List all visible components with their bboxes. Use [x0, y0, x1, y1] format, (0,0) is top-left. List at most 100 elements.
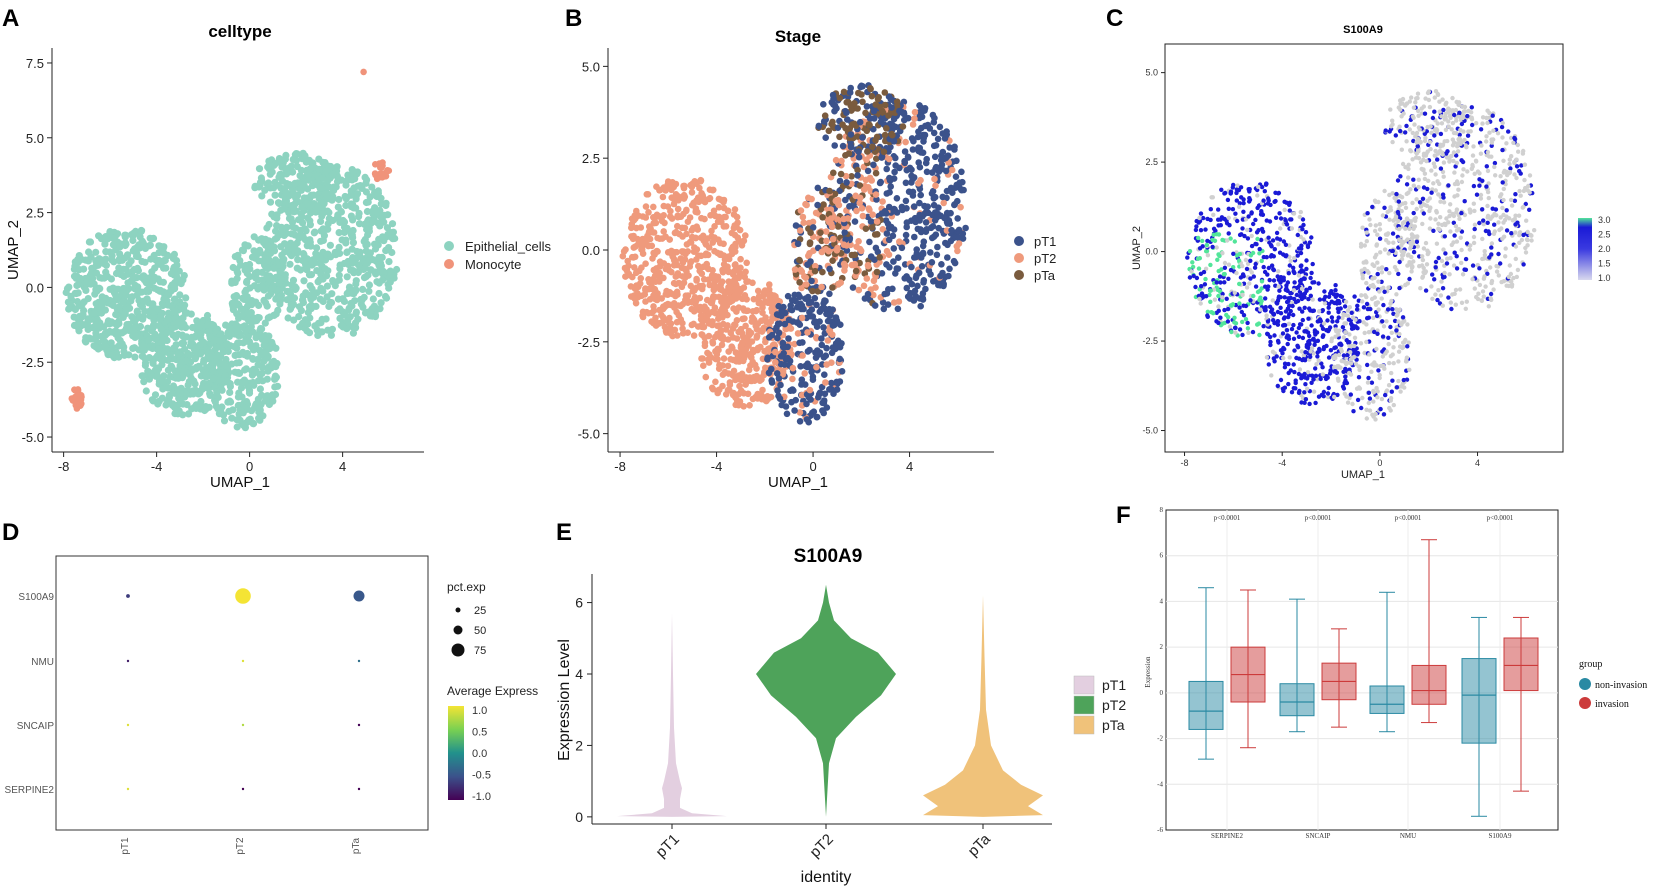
point-pt2 [656, 213, 663, 220]
point-pt2 [729, 297, 736, 305]
point-pt2 [722, 223, 730, 230]
point-pt2 [668, 268, 675, 276]
point-mid-expression [1300, 227, 1305, 232]
point-mid-expression [1216, 223, 1221, 228]
point-mid-expression [1274, 300, 1279, 305]
point-epithelial [211, 398, 219, 406]
point-mid-expression [1228, 190, 1234, 196]
point-epithelial [147, 326, 155, 334]
point-pt2 [699, 318, 706, 325]
point-pta [819, 268, 826, 276]
point-pt2 [739, 315, 746, 323]
point-pt2 [651, 251, 658, 258]
point-pt2 [759, 326, 767, 334]
point-epithelial [257, 332, 266, 340]
point-epithelial [258, 283, 266, 291]
point-epithelial [121, 231, 129, 239]
point-epithelial [335, 271, 343, 279]
point-mid-expression [1328, 348, 1334, 353]
point-epithelial [343, 273, 351, 281]
point-mid-expression [1294, 330, 1299, 335]
point-pt2 [743, 278, 750, 286]
point-epithelial [300, 251, 308, 259]
point-mid-expression [1210, 244, 1215, 250]
point-pt1 [764, 354, 771, 362]
point-mid-expression [1198, 271, 1204, 276]
point-pt2 [856, 245, 864, 253]
point-epithelial [230, 343, 238, 351]
panel-a-letter: A [2, 5, 19, 32]
point-pt2 [753, 365, 760, 372]
point-low-expression [1243, 257, 1249, 263]
point-pt2 [644, 191, 652, 198]
point-epithelial [326, 298, 334, 307]
point-pt2 [682, 296, 689, 304]
point-epithelial [244, 309, 252, 317]
point-pta [868, 224, 876, 231]
point-epithelial [101, 342, 109, 350]
point-epithelial [151, 284, 159, 292]
point-pta [881, 89, 889, 96]
point-pt1 [955, 226, 963, 234]
point-mid-expression [1287, 263, 1293, 268]
point-pt1 [798, 376, 806, 384]
point-pt1 [919, 290, 927, 297]
point-low-expression [1246, 330, 1251, 335]
point-mid-expression [1185, 255, 1190, 260]
point-pt1 [855, 148, 862, 155]
point-epithelial [275, 279, 283, 287]
point-epithelial [239, 409, 247, 417]
point-pt1 [911, 233, 918, 241]
point-epithelial [200, 338, 208, 347]
point-pt1 [813, 323, 821, 331]
point-pt2 [707, 354, 715, 361]
point-pt1 [859, 134, 866, 141]
x-tick-label: 0 [809, 459, 816, 474]
point-pt2 [728, 229, 736, 237]
point-mid-expression [1249, 243, 1255, 249]
point-mid-expression [1316, 281, 1321, 286]
point-epithelial [205, 327, 213, 335]
point-pta [869, 143, 876, 151]
point-pt1 [828, 379, 835, 387]
point-pt1 [946, 265, 953, 273]
point-pt2 [741, 292, 749, 299]
point-epithelial [375, 289, 383, 298]
point-epithelial [149, 359, 157, 367]
panel-b-x-label: UMAP_1 [768, 474, 828, 491]
point-epithelial [265, 220, 273, 229]
point-pt2 [667, 329, 674, 337]
point-mid-expression [1205, 313, 1210, 318]
point-epithelial [160, 372, 168, 380]
point-pt1 [820, 101, 827, 108]
point-pt2 [772, 293, 779, 300]
point-epithelial [84, 257, 92, 265]
legend-swatch-pt1 [1014, 236, 1024, 246]
panel-b-y-ticks: 5.02.50.0-2.5-5.0 [578, 59, 608, 442]
point-monocyte [76, 400, 83, 408]
point-epithelial [259, 412, 267, 420]
point-low-expression [1329, 339, 1334, 344]
point-epithelial [335, 229, 343, 237]
point-epithelial [365, 281, 373, 289]
point-epithelial [122, 324, 131, 332]
point-pt2 [693, 223, 700, 230]
point-epithelial [263, 375, 271, 383]
point-pt2 [749, 308, 757, 315]
point-epithelial [162, 264, 170, 272]
point-mid-expression [1225, 306, 1231, 312]
point-pta [885, 112, 892, 119]
point-pt2 [744, 378, 751, 385]
point-mid-expression [1234, 190, 1239, 196]
point-epithelial [115, 320, 123, 328]
point-epithelial [140, 378, 148, 386]
point-pt2 [766, 293, 773, 300]
y-tick-label: 2.5 [582, 151, 600, 166]
point-mid-expression [1262, 189, 1268, 194]
point-epithelial [169, 401, 177, 410]
point-epithelial [227, 398, 235, 406]
point-mid-expression [1273, 198, 1278, 204]
point-epithelial [177, 278, 185, 286]
point-epithelial [343, 325, 351, 333]
point-pt2 [700, 362, 707, 370]
